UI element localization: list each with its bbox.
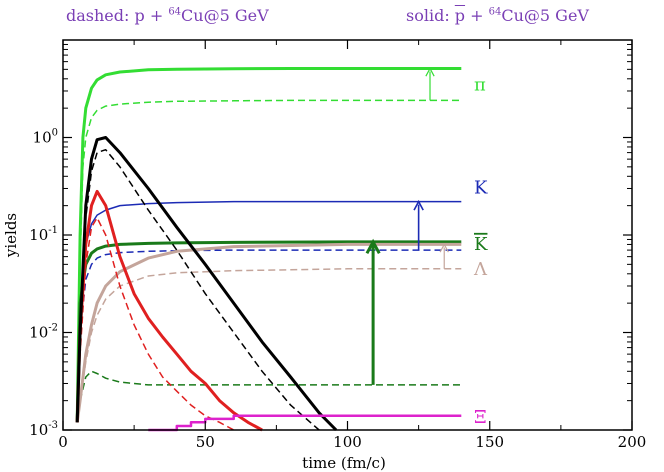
arrowhead-lambda bbox=[439, 243, 449, 253]
series-total-solid bbox=[75, 136, 338, 432]
y-tick-label: 100 bbox=[33, 128, 58, 147]
label-k: K bbox=[474, 178, 488, 199]
arrowhead-kbar bbox=[365, 238, 381, 255]
label-xi: Ξ bbox=[474, 407, 487, 428]
y-tick-label: 10-1 bbox=[29, 225, 58, 244]
x-tick-label: 50 bbox=[196, 433, 215, 451]
y-axis-label: yields bbox=[2, 213, 20, 258]
series-layer bbox=[75, 67, 462, 432]
legend-dashed: dashed: p + 64Cu@5 GeV bbox=[66, 6, 269, 25]
y-tick-label: 10-3 bbox=[29, 420, 58, 439]
label-lambda: Λ bbox=[473, 259, 488, 280]
x-tick-label: 100 bbox=[333, 433, 362, 451]
series-xi-solid bbox=[148, 414, 462, 432]
legend-solid: solid: p + 64Cu@5 GeV bbox=[406, 6, 589, 25]
label-pi: π bbox=[474, 74, 486, 95]
series-k-solid bbox=[76, 200, 462, 423]
label-kbar: K bbox=[474, 234, 488, 255]
series-lambda-dashed bbox=[76, 268, 462, 423]
x-tick-label: 200 bbox=[618, 433, 647, 451]
tick-layer: 0 50 100 150 200 10-3 10-2 10-1 100 bbox=[29, 40, 646, 451]
series-pi-solid bbox=[75, 67, 462, 423]
series-proton-like-solid bbox=[75, 189, 263, 432]
series-kbar-dashed bbox=[76, 370, 462, 423]
arrowhead-pi bbox=[425, 67, 435, 77]
x-tick-label: 150 bbox=[475, 433, 504, 451]
series-pi-dashed bbox=[76, 99, 462, 423]
x-axis-label: time (fm/c) bbox=[302, 454, 386, 472]
series-k-dashed bbox=[76, 249, 462, 423]
arrowhead-k bbox=[413, 199, 424, 211]
series-lambda-solid bbox=[75, 242, 462, 423]
series-proton-like-dashed bbox=[76, 217, 235, 431]
arrow-layer bbox=[365, 67, 449, 385]
series-total-dashed bbox=[76, 148, 320, 431]
y-tick-label: 10-2 bbox=[29, 323, 58, 342]
plot-frame bbox=[62, 39, 633, 431]
x-tick-label: 0 bbox=[58, 433, 68, 451]
